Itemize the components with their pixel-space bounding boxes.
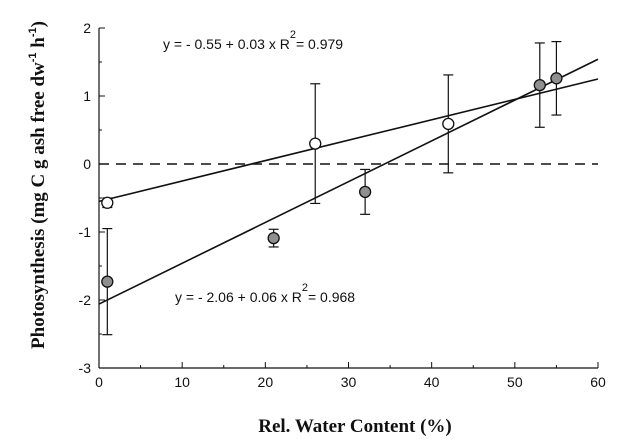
x-tick-label: 30 [341,374,357,390]
equation-label-filled-series: y = - 2.06 + 0.06 x R2= 0.968 [175,282,355,305]
y-tick-label: 0 [83,156,91,172]
y-axis-title-main: Photosynthesis (mg C g ash free dw [28,62,49,349]
x-tick-label: 60 [590,374,606,390]
data-point-filled [358,185,372,199]
equation-label-open-series: y = - 0.55 + 0.03 x R2= 0.979 [163,29,343,52]
y-axis-title-sup-1: -1 [27,52,39,62]
equation-open-main: y = - 0.55 + 0.03 x R [163,36,290,52]
equation-open-sup: 2 [290,29,296,41]
equation-filled-main: y = - 2.06 + 0.06 x R [175,289,302,305]
y-axis-title: Photosynthesis (mg C g ash free dw-1 h-1… [27,21,49,349]
data-point-open [101,196,114,209]
x-tick-label: 10 [174,374,190,390]
data-point-open [309,137,322,150]
y-axis-title-end: ) [28,21,49,27]
x-tick-label: 40 [424,374,440,390]
y-tick-label: -2 [79,292,92,308]
y-tick-label: -3 [79,360,92,376]
fit-line-open-series [98,78,599,203]
y-tick-label: -1 [79,224,92,240]
x-tick-label: 50 [507,374,523,390]
data-point-filled [267,231,280,245]
data-point-filled [101,275,114,288]
equation-open-end: = 0.979 [296,36,343,52]
y-axis-title-mid: h [28,37,49,53]
data-point-filled [533,78,546,92]
x-tick-label: 0 [95,374,103,390]
x-axis-title: Rel. Water Content (%) [258,416,452,437]
y-tick-label: 1 [83,88,91,104]
y-axis-title-sup-2: -1 [27,27,39,37]
data-point-filled [550,72,563,85]
equation-filled-end: = 0.968 [308,289,355,305]
x-tick-label: 20 [258,374,274,390]
data-point-open [442,117,455,131]
equation-filled-sup: 2 [302,282,308,294]
fit-line-filled-series [98,58,599,305]
y-tick-label: 2 [83,20,91,36]
